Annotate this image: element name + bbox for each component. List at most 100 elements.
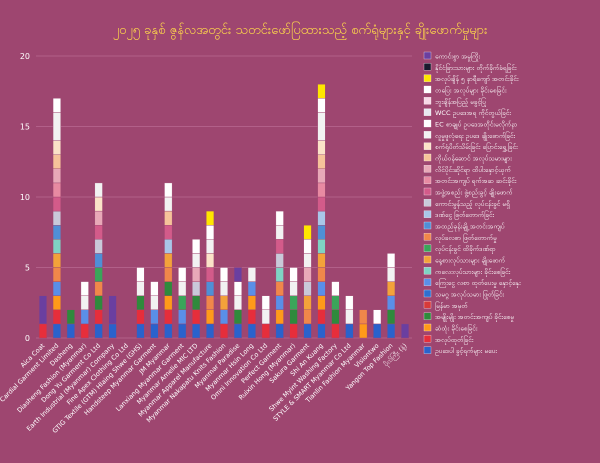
chart-title: ၂၀၂၅ ခုနှစ် ဇွန်လအတွင်း သတင်းဖော်ပြထားသည… xyxy=(113,21,488,40)
bar-segment xyxy=(331,281,340,296)
bar-segment xyxy=(289,295,298,311)
bar-segment xyxy=(206,253,215,268)
bar-segment xyxy=(247,267,256,282)
legend-label: သမဂ္ဂ အလုပ်သမား ဖြုတ်ခြင်း xyxy=(435,290,504,300)
bar-segment xyxy=(80,309,89,325)
bar-segment xyxy=(233,267,242,282)
bar-segment xyxy=(136,309,145,325)
bar-segment xyxy=(233,295,242,311)
legend-swatch xyxy=(423,221,432,230)
bar-segment xyxy=(261,309,270,325)
bar-segment xyxy=(52,98,61,113)
bar-segment xyxy=(387,323,396,339)
y-tick-label: 10 xyxy=(20,193,30,202)
bar-segment xyxy=(317,267,326,282)
bar-segment xyxy=(275,224,284,240)
legend-swatch xyxy=(423,210,432,218)
legend-label: စက်ရုံပိတ်သိမ်းခြင်း ပြောင်းရွှေ့ခြင်း xyxy=(435,142,518,152)
legend-swatch xyxy=(423,63,432,71)
bar-segment xyxy=(94,295,103,311)
bar-segment xyxy=(317,98,326,113)
bar-segment xyxy=(261,323,270,339)
legend-label: တပြေး အလုပ်များ ခိုင်းစေခြင်း xyxy=(435,86,507,96)
bar-segment xyxy=(94,224,103,240)
legend-label: ကောင်းစွာ အမှုကြိုး xyxy=(435,52,480,62)
bar-segment xyxy=(94,210,103,226)
legend-label: လုပ်ငန်းခွင် ထိခိုက်ဒဏ်ရာ xyxy=(435,245,496,254)
bar-segment xyxy=(303,253,312,268)
bar-segment xyxy=(38,323,47,339)
bar-segment xyxy=(178,323,187,339)
bar-segment xyxy=(387,267,396,282)
bar-segment xyxy=(94,281,103,296)
bar-segment xyxy=(150,295,159,311)
bar-segment xyxy=(247,323,256,339)
legend-swatch xyxy=(423,142,432,150)
legend-label: လုပ်ခလစာ ဖြတ်တောက်မှု xyxy=(435,233,497,243)
legend-label: ကိုယ်ဝန်ဆောင် အလုပ်သမားများ xyxy=(435,155,512,164)
y-tick-label: 0 xyxy=(25,334,30,343)
bar-segment xyxy=(289,281,298,296)
bar-segment xyxy=(52,323,61,339)
bar-segment xyxy=(206,295,215,311)
bar-segment xyxy=(52,210,61,226)
bar-segment xyxy=(401,323,410,339)
legend-label: အမျိုးမျိုး အတင်းအကျပ် ခိုင်းစေမှု xyxy=(435,313,515,322)
bar-segment xyxy=(136,295,145,311)
bar-segment xyxy=(52,295,61,311)
bar-segment xyxy=(219,309,229,325)
bar-segment xyxy=(317,309,326,325)
bar-segment xyxy=(192,295,201,311)
bar-segment xyxy=(66,323,75,339)
legend-label: မြန်မာ အမှတ် xyxy=(435,301,468,311)
bar-segment xyxy=(275,323,284,339)
bar-segment xyxy=(219,281,229,296)
bar-segment xyxy=(206,323,215,339)
bar-segment xyxy=(345,295,354,311)
legend-label: အထည်ခုန်းချို့ အတင်းအကျပ် xyxy=(435,223,504,232)
bar-segment xyxy=(66,309,75,325)
legend-swatch xyxy=(423,97,432,105)
bar-segment xyxy=(94,253,103,268)
legend-swatch xyxy=(423,312,432,320)
bar-segment xyxy=(136,267,145,282)
bar-segment xyxy=(275,210,284,226)
bar-segment xyxy=(52,182,61,198)
bar-segment xyxy=(247,295,256,311)
bar-segment xyxy=(178,309,187,325)
bar-segment xyxy=(150,281,159,296)
bar-segment xyxy=(52,267,61,282)
bar-segment xyxy=(80,323,89,339)
bar-segment xyxy=(317,210,326,226)
bar-segment xyxy=(317,281,326,296)
legend-label: အဖွဲ့အစည်း ဖွဲ့စည်းခွင့် ချိုးဖောက် xyxy=(435,189,513,198)
bar-segment xyxy=(164,309,173,325)
legend-label: WCC ဥပဒေအရ ကိုင်တွယ်ခြင်း xyxy=(435,108,511,118)
bar-segment xyxy=(289,323,298,339)
bar-segment xyxy=(289,309,298,325)
y-tick-label: 5 xyxy=(25,264,30,273)
bar-segment xyxy=(233,281,242,296)
legend-swatch xyxy=(423,289,432,298)
legend-swatch xyxy=(423,233,432,241)
bar-segment xyxy=(317,112,326,141)
bar-segment xyxy=(52,224,61,240)
legend-swatch xyxy=(423,74,432,82)
bar-segment xyxy=(178,295,187,311)
bar-segment xyxy=(136,281,145,296)
legend-swatch xyxy=(423,346,432,354)
bar-segment xyxy=(192,253,201,268)
bar-segment xyxy=(206,281,215,296)
bar-segment xyxy=(261,295,270,311)
bar-segment xyxy=(94,309,103,325)
legend-label: နိုင်ငံခြားသားများ တိုက်ခိုက်ခံရခြင်း xyxy=(435,63,517,73)
bar-segment xyxy=(52,140,61,155)
legend-swatch xyxy=(423,278,432,286)
legend-label: EC စာချုပ် ဥပဒေအတိုင်းမလိုက်နာ xyxy=(435,121,517,130)
bar-segment xyxy=(303,224,312,240)
bar-segment xyxy=(94,239,103,254)
bar-segment xyxy=(247,281,256,296)
bar-segment xyxy=(206,224,215,240)
legend-label: ကြေးငွေ လစာ ထုတ်ပေးမှု နှောင့်နှေး xyxy=(435,278,521,288)
bar-segment xyxy=(52,196,61,212)
